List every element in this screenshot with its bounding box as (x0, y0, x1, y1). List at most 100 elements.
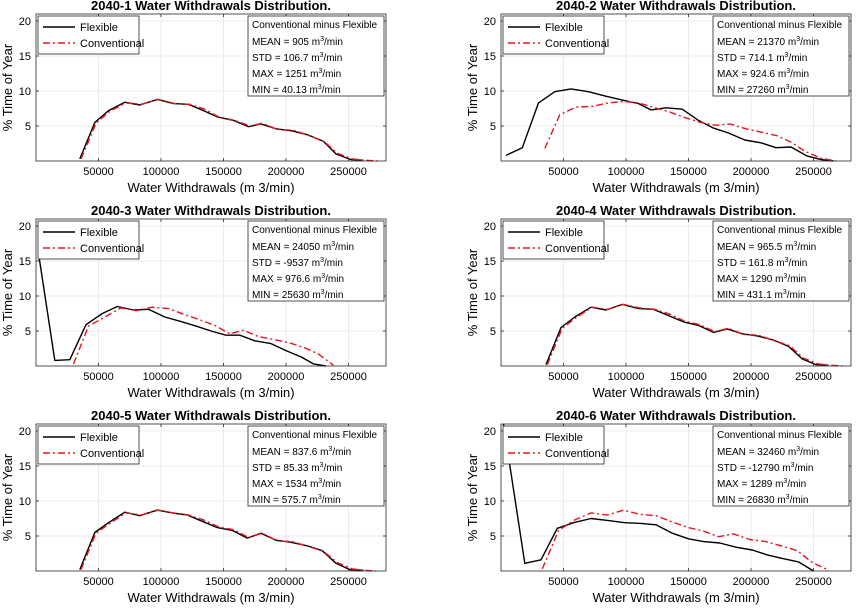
legend-label-conventional: Conventional (80, 448, 144, 460)
legend-box (37, 220, 140, 260)
stats-unit: /min (325, 290, 344, 301)
x-tick-label: 150000 (670, 576, 707, 588)
series-line-flexible (505, 88, 834, 162)
stats-box-frame (712, 425, 850, 507)
stats-line: MIN = 27260 m3/min (717, 84, 808, 96)
legend: Flexible Conventional (37, 15, 144, 55)
stats-value: MIN = 26830 m (717, 495, 786, 506)
x-tick-label: 200000 (733, 371, 770, 383)
chart-title: 2040-1 Water Withdrawals Distribution. (91, 0, 331, 13)
stats-exponent: 3 (783, 273, 787, 280)
stats-title: Conventional minus Flexible (252, 225, 378, 236)
stats-box: Conventional minus Flexible MEAN = 24050 … (247, 220, 385, 302)
y-tick-label: 10 (19, 496, 31, 508)
x-tick-label: 100000 (608, 371, 645, 383)
stats-exponent: 3 (320, 257, 324, 264)
stats-exponent: 3 (783, 478, 787, 485)
x-tick-label: 50000 (83, 576, 114, 588)
stats-line: STD = 85.33 m3/min (252, 462, 342, 474)
x-tick-label: 50000 (548, 576, 579, 588)
y-tick-label: 5 (25, 121, 31, 133)
stats-line: MIN = 40.13 m3/min (252, 84, 341, 96)
x-tick-label: 100000 (143, 371, 180, 383)
x-tick-label: 100000 (143, 166, 180, 178)
x-tick-label: 50000 (548, 166, 579, 178)
stats-value: MEAN = 21370 m (717, 37, 796, 48)
stats-exponent: 3 (786, 68, 790, 75)
stats-exponent: 3 (783, 289, 787, 296)
y-tick-label: 10 (484, 86, 496, 98)
stats-value: MAX = 1251 m (252, 69, 318, 80)
y-tick-label: 15 (484, 256, 496, 268)
stats-unit: /min (790, 85, 809, 96)
stats-exponent: 3 (793, 241, 797, 248)
axes-box (500, 423, 852, 572)
stats-value: MEAN = 905 m (252, 37, 320, 48)
y-axis-label: % Time of Year (465, 43, 480, 131)
stats-unit: /min (797, 242, 816, 253)
x-tick-label: 50000 (548, 371, 579, 383)
stats-unit: /min (322, 85, 341, 96)
stats-line: MEAN = 837.6 m3/min (252, 446, 351, 458)
stats-line: MIN = 25630 m3/min (252, 289, 343, 301)
y-axis-label: % Time of Year (0, 453, 15, 541)
stats-unit: /min (324, 37, 343, 48)
legend: Flexible Conventional (502, 425, 609, 465)
legend-label-conventional: Conventional (80, 243, 144, 255)
stats-exponent: 3 (318, 494, 322, 501)
stats-line: MAX = 924.6 m3/min (717, 68, 809, 80)
y-tick-label: 20 (484, 426, 496, 438)
stats-title: Conventional minus Flexible (252, 430, 378, 441)
stats-line: STD = -12790 m3/min (717, 462, 813, 474)
stats-box-frame (712, 220, 850, 302)
series-line-conventional (546, 303, 843, 367)
stats-exponent: 3 (318, 84, 322, 91)
stats-line: MAX = 1289 m3/min (717, 478, 806, 490)
stats-line: STD = -9537 m3/min (252, 257, 343, 269)
series-line-flexible (37, 253, 327, 367)
stats-value: MIN = 40.13 m (252, 85, 318, 96)
stats-unit: /min (322, 479, 341, 490)
stats-unit: /min (322, 69, 341, 80)
series-line-conventional (80, 98, 378, 162)
y-axis-label: % Time of Year (0, 43, 15, 131)
legend-label-flexible: Flexible (80, 227, 118, 239)
legend-box (37, 15, 140, 55)
legend-box (502, 425, 605, 465)
legend-label-flexible: Flexible (545, 22, 583, 34)
axes-box (500, 218, 852, 367)
x-tick-label: 100000 (608, 166, 645, 178)
stats-title: Conventional minus Flexible (717, 430, 843, 441)
stats-exponent: 3 (791, 462, 795, 469)
stats-value: MAX = 1290 m (717, 274, 783, 285)
stats-value: MEAN = 837.6 m (252, 447, 328, 458)
series-line-conventional (72, 306, 334, 366)
stats-box: Conventional minus Flexible MEAN = 32460 … (712, 425, 850, 507)
y-axis-label: % Time of Year (465, 248, 480, 336)
stats-exponent: 3 (785, 257, 789, 264)
y-tick-label: 5 (490, 531, 496, 543)
stats-exponent: 3 (796, 446, 800, 453)
x-tick-label: 150000 (205, 576, 242, 588)
y-tick-label: 20 (19, 16, 31, 28)
series-line-conventional (544, 100, 837, 162)
stats-value: STD = 161.8 m (717, 258, 785, 269)
legend: Flexible Conventional (502, 15, 609, 55)
y-tick-label: 15 (484, 461, 496, 473)
series-line-flexible (502, 423, 814, 572)
x-tick-label: 250000 (330, 576, 367, 588)
stats-unit: /min (788, 258, 807, 269)
legend: Flexible Conventional (502, 220, 609, 260)
chart-panel-4: 50000 100000 150000 200000 250000 5 10 15 20 2040… (465, 203, 852, 400)
stats-box-frame (247, 15, 385, 97)
legend-box (502, 15, 605, 55)
y-axis-label: % Time of Year (0, 248, 15, 336)
stats-value: MIN = 575.7 m (252, 495, 318, 506)
y-tick-label: 20 (19, 221, 31, 233)
stats-unit: /min (795, 463, 814, 474)
stats-exponent: 3 (318, 68, 322, 75)
stats-line: MIN = 431.1 m3/min (717, 289, 806, 301)
chart-title: 2040-2 Water Withdrawals Distribution. (556, 0, 796, 13)
stats-exponent: 3 (320, 462, 324, 469)
